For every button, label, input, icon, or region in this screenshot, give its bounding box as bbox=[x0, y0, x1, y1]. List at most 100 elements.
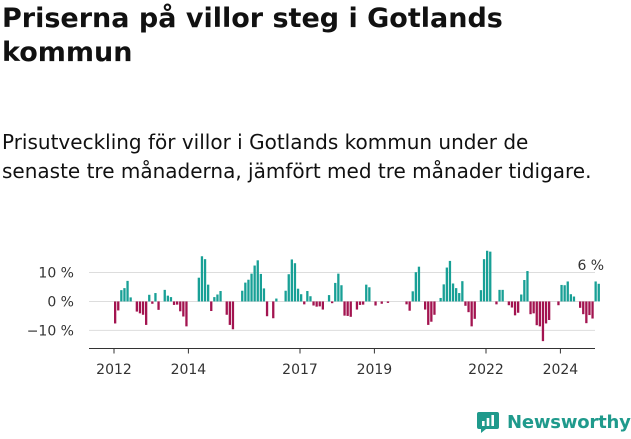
y-tick-label: −10 % bbox=[27, 323, 74, 339]
bar bbox=[216, 294, 219, 302]
bar bbox=[309, 296, 312, 302]
bar bbox=[293, 263, 297, 302]
bar bbox=[572, 296, 576, 302]
bar bbox=[535, 301, 538, 326]
bar bbox=[231, 301, 235, 330]
bar bbox=[355, 301, 359, 310]
last-value-label: 6 % bbox=[577, 258, 604, 274]
bar bbox=[343, 301, 346, 316]
bar bbox=[513, 301, 517, 316]
bar bbox=[588, 301, 591, 316]
x-tick-label: 2022 bbox=[468, 362, 504, 378]
bar bbox=[334, 282, 337, 302]
bar bbox=[563, 285, 566, 302]
y-axis: 10 % 0 % −10 % bbox=[27, 265, 74, 339]
x-tick-label: 2024 bbox=[543, 362, 579, 378]
bar bbox=[200, 256, 204, 302]
bar bbox=[362, 301, 365, 305]
bar bbox=[532, 301, 535, 314]
bar bbox=[290, 259, 293, 302]
bar bbox=[405, 301, 408, 305]
bar bbox=[185, 301, 188, 327]
bar bbox=[439, 297, 442, 302]
newsworthy-logo-icon bbox=[477, 412, 499, 433]
bar bbox=[579, 301, 582, 308]
y-tick-label: 10 % bbox=[38, 265, 74, 281]
bar bbox=[244, 282, 247, 302]
bar bbox=[207, 284, 210, 302]
bar bbox=[179, 301, 182, 312]
bar bbox=[182, 301, 185, 317]
bar bbox=[340, 285, 343, 302]
bar bbox=[380, 301, 383, 304]
bar bbox=[526, 271, 529, 302]
bar bbox=[141, 301, 145, 315]
bar bbox=[247, 279, 250, 302]
bar bbox=[284, 290, 287, 302]
bar bbox=[114, 301, 117, 324]
bar bbox=[228, 301, 231, 325]
bar bbox=[451, 283, 455, 302]
bar bbox=[544, 301, 548, 324]
bar bbox=[368, 287, 371, 302]
bar bbox=[169, 297, 173, 302]
bar bbox=[331, 301, 334, 304]
bar bbox=[306, 291, 309, 302]
chart-title: Priserna på villor steg i Gotlands kommu… bbox=[2, 3, 503, 68]
bar bbox=[203, 259, 207, 302]
bar bbox=[523, 280, 526, 302]
bar bbox=[467, 301, 470, 313]
bar bbox=[433, 301, 436, 315]
bar bbox=[213, 297, 216, 302]
bar bbox=[337, 273, 340, 302]
bar bbox=[312, 301, 315, 306]
bar bbox=[424, 301, 427, 310]
bar bbox=[560, 284, 563, 302]
bar bbox=[498, 289, 501, 302]
bar bbox=[541, 301, 545, 342]
bar bbox=[250, 273, 253, 302]
bar bbox=[414, 272, 417, 302]
bar bbox=[126, 280, 129, 302]
bar bbox=[473, 301, 476, 319]
bar bbox=[300, 294, 303, 302]
bar bbox=[262, 288, 266, 302]
x-tick-label: 2019 bbox=[357, 362, 393, 378]
bar bbox=[461, 281, 464, 302]
bar bbox=[349, 301, 352, 317]
bar bbox=[120, 290, 123, 302]
bar bbox=[163, 289, 166, 302]
bar bbox=[374, 301, 377, 306]
x-tick-label: 2014 bbox=[171, 362, 207, 378]
newsworthy-logo[interactable]: Newsworthy bbox=[476, 408, 631, 436]
bar bbox=[470, 301, 473, 327]
bar bbox=[566, 281, 569, 302]
bar bbox=[259, 273, 262, 302]
bar bbox=[458, 293, 461, 302]
bar bbox=[408, 301, 411, 311]
bar bbox=[445, 267, 448, 302]
bar bbox=[210, 301, 213, 312]
bar bbox=[287, 274, 290, 302]
x-tick-label: 2012 bbox=[96, 362, 132, 378]
bar bbox=[507, 301, 510, 306]
bar-series bbox=[114, 250, 600, 342]
bar bbox=[172, 301, 176, 305]
bar bbox=[272, 301, 275, 319]
bar bbox=[585, 301, 588, 324]
bar bbox=[219, 291, 222, 302]
bar bbox=[123, 288, 126, 302]
bar bbox=[411, 291, 414, 302]
bar bbox=[318, 301, 321, 307]
bar bbox=[448, 260, 452, 302]
bar bbox=[241, 290, 244, 302]
bar bbox=[482, 259, 486, 302]
bar bbox=[225, 301, 228, 315]
bar bbox=[346, 301, 349, 316]
bar bbox=[591, 301, 594, 319]
bar-chart: 10 % 0 % −10 % 2012 2014 2017 2019 2022 2024 6 … bbox=[27, 250, 604, 378]
bar bbox=[464, 301, 467, 306]
bar bbox=[520, 294, 523, 302]
x-axis: 2012 2014 2017 2019 2022 2024 bbox=[89, 348, 595, 378]
bar bbox=[176, 301, 179, 305]
